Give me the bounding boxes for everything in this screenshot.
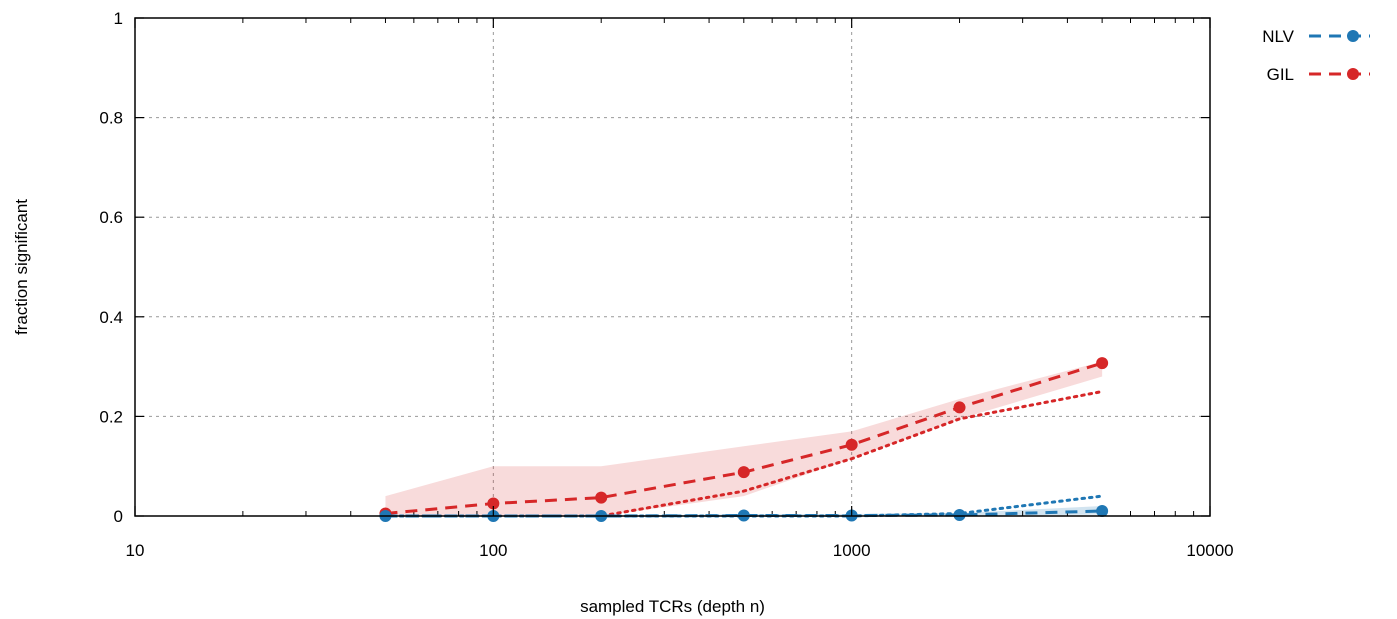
legend-marker-nlv: [1347, 30, 1359, 42]
legend-label-nlv: NLV: [1262, 27, 1294, 46]
x-tick-label: 1000: [833, 541, 871, 560]
y-axis-title: fraction significant: [12, 199, 31, 335]
confidence-bands: [385, 361, 1103, 516]
band-gil: [385, 361, 1103, 516]
data-point-nlv: [953, 509, 966, 522]
ticks: 0 0.2 0.4 0.6 0.8 1 10 100 1000 10000: [99, 9, 1233, 560]
data-point-gil: [953, 401, 966, 414]
legend-label-gil: GIL: [1267, 65, 1294, 84]
x-axis-title: sampled TCRs (depth n): [580, 597, 765, 616]
y-tick-label: 0.8: [99, 109, 123, 128]
x-tick-label: 100: [479, 541, 507, 560]
legend-marker-gil: [1347, 68, 1359, 80]
data-point-gil: [1096, 357, 1109, 370]
x-tick-label: 10000: [1186, 541, 1233, 560]
data-point-gil: [845, 438, 858, 451]
x-tick-label: 10: [126, 541, 145, 560]
data-point-gil: [737, 466, 750, 479]
legend: NLV GIL: [1262, 27, 1370, 84]
y-tick-label: 0.6: [99, 208, 123, 227]
y-tick-label: 0.2: [99, 407, 123, 426]
data-point-gil: [487, 497, 500, 510]
plot-frame: [134, 17, 1211, 517]
y-tick-label: 1: [114, 9, 123, 28]
data-point-nlv: [1096, 505, 1109, 518]
grid: [135, 18, 1210, 516]
band-nlv: [385, 506, 1103, 516]
y-tick-label: 0: [114, 507, 123, 526]
y-tick-label: 0.4: [99, 308, 123, 327]
data-point-gil: [595, 491, 608, 504]
minor-ticks: [242, 18, 1195, 516]
